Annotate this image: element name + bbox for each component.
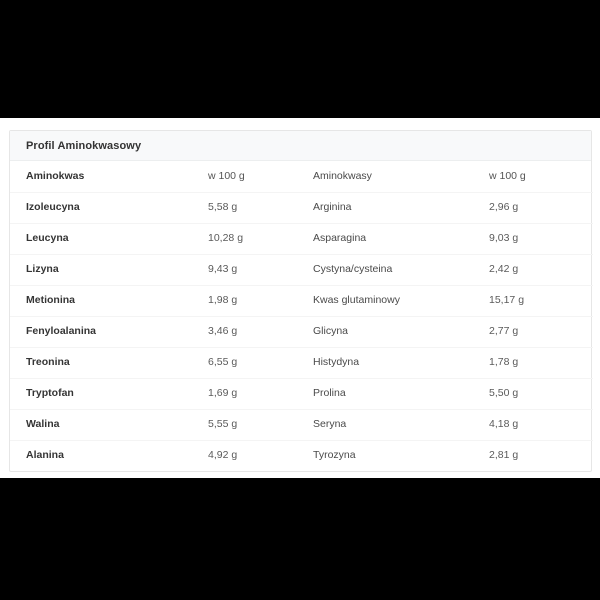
row-left-label: Walina (10, 409, 208, 441)
header-right-label: Aminokwasy (313, 161, 489, 193)
table-row: Izoleucyna 5,58 g Arginina 2,96 g (10, 192, 593, 224)
row-right-label: Kwas glutaminowy (313, 285, 489, 317)
row-left-value: 4,92 g (208, 449, 238, 462)
row-right-label: Histydyna (313, 347, 489, 379)
row-left-label: Treonina (10, 347, 208, 379)
table-row: Leucyna 10,28 g Asparagina 9,03 g (10, 223, 593, 255)
row-right-label: Asparagina (313, 223, 489, 255)
amino-acid-profile-card: Profil Aminokwasowy Aminokwas w 100 g Am… (9, 130, 593, 472)
card-title: Profil Aminokwasowy (26, 139, 142, 152)
row-right-label: Cystyna/cysteina (313, 254, 489, 286)
row-right-label: Glicyna (313, 316, 489, 348)
table-row: Tryptofan 1,69 g Prolina 5,50 g (10, 378, 593, 410)
table-row: Metionina 1,98 g Kwas glutaminowy 15,17 … (10, 285, 593, 317)
table-body: Aminokwas w 100 g Aminokwasy w 100 g Izo… (10, 161, 593, 471)
row-right-label: Seryna (313, 409, 489, 441)
row-left-label: Fenyloalanina (10, 316, 208, 348)
row-left-label: Lizyna (10, 254, 208, 286)
row-right-value: 4,18 g (489, 409, 593, 441)
row-left-value: 9,43 g (208, 254, 313, 286)
row-left-value: 1,98 g (208, 285, 313, 317)
row-left-value: 5,58 g (208, 192, 313, 224)
row-right-value: 2,96 g (489, 192, 593, 224)
row-right-value: 15,17 g (489, 285, 593, 317)
table-header-row: Aminokwas w 100 g Aminokwasy w 100 g (10, 161, 593, 193)
header-right-value: w 100 g (489, 161, 593, 193)
row-right-value: 9,03 g (489, 223, 593, 255)
row-right-value: 2,77 g (489, 316, 593, 348)
row-left-label: Leucyna (10, 223, 208, 255)
row-left-value: 1,69 g (208, 378, 313, 410)
row-right-label: Prolina (313, 378, 489, 410)
row-left-value: 3,46 g (208, 316, 313, 348)
header-left-value: w 100 g (208, 161, 313, 193)
row-right-label: Tyrozyna (313, 449, 356, 462)
table-row: Treonina 6,55 g Histydyna 1,78 g (10, 347, 593, 379)
row-left-value: 10,28 g (208, 223, 313, 255)
table-row: Alanina 4,92 g Tyrozyna 2,81 g (10, 440, 593, 471)
amino-acid-table: Aminokwas w 100 g Aminokwasy w 100 g Izo… (10, 161, 593, 471)
row-left-label: Tryptofan (10, 378, 208, 410)
row-left-label: Alanina (26, 449, 64, 462)
row-right-value: 5,50 g (489, 378, 593, 410)
table-row: Lizyna 9,43 g Cystyna/cysteina 2,42 g (10, 254, 593, 286)
row-right-value: 2,81 g (489, 449, 519, 462)
row-left-value: 5,55 g (208, 409, 313, 441)
table-row: Walina 5,55 g Seryna 4,18 g (10, 409, 593, 441)
card-header: Profil Aminokwasowy (10, 131, 591, 161)
header-left-label: Aminokwas (10, 161, 208, 193)
row-right-value: 1,78 g (489, 347, 593, 379)
row-left-label: Metionina (10, 285, 208, 317)
row-right-label: Arginina (313, 192, 489, 224)
row-left-value: 6,55 g (208, 347, 313, 379)
row-right-value: 2,42 g (489, 254, 593, 286)
table-row: Fenyloalanina 3,46 g Glicyna 2,77 g (10, 316, 593, 348)
row-left-label: Izoleucyna (10, 192, 208, 224)
